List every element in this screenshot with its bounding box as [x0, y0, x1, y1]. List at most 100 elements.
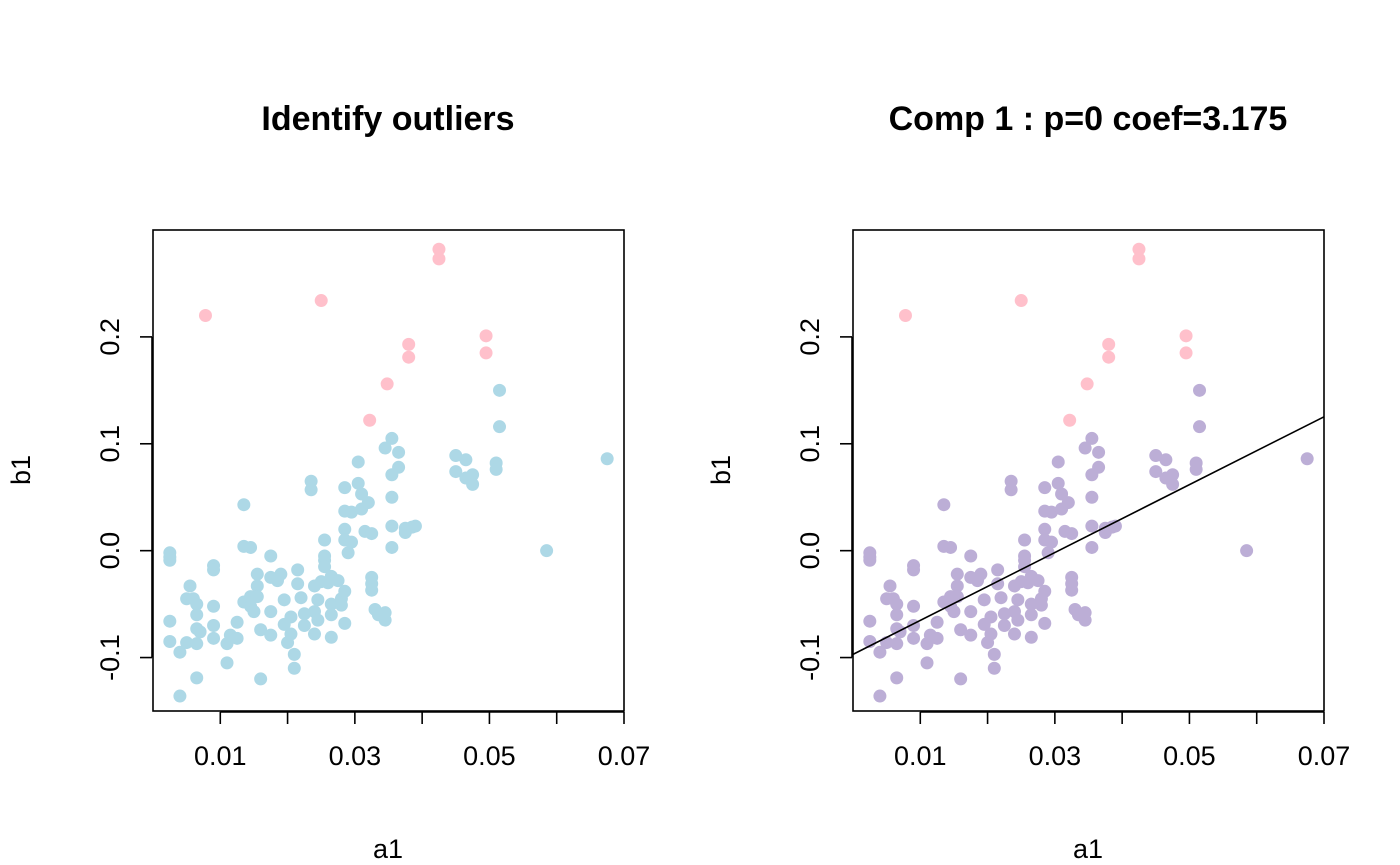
data-point-inliers — [277, 617, 291, 631]
data-point-inliers — [489, 462, 503, 476]
x-tick-label: 0.05 — [463, 741, 516, 771]
data-point-outliers — [1179, 346, 1193, 360]
data-point-inliers — [466, 477, 480, 491]
data-point-inliers — [344, 505, 358, 519]
x-tick-label: 0.03 — [1029, 741, 1082, 771]
data-point-inliers — [883, 579, 897, 593]
data-point-inliers — [1193, 383, 1207, 397]
data-point-inliers — [1011, 593, 1025, 607]
y-axis: -0.1 0.0 0.1 0.2 — [95, 318, 153, 681]
data-point-inliers — [1044, 535, 1058, 549]
data-point-inliers — [977, 617, 991, 631]
data-point-inliers — [318, 560, 332, 574]
data-point-inliers — [1092, 460, 1106, 474]
data-point-inliers — [163, 614, 177, 628]
data-point-inliers — [254, 623, 268, 637]
panel-comp-1: Comp 1 : p=0 coef=3.175 0.01 0.03 0.05 0.07… — [706, 100, 1350, 864]
data-point-inliers — [907, 599, 921, 613]
data-point-inliers — [1300, 452, 1314, 466]
data-point-inliers — [183, 579, 197, 593]
data-point-inliers — [1193, 420, 1207, 434]
data-point-inliers — [1159, 453, 1173, 467]
data-point-inliers — [890, 608, 904, 622]
data-point-inliers — [954, 672, 968, 686]
data-point-outliers — [1179, 329, 1193, 343]
data-point-inliers — [338, 481, 352, 495]
data-point-inliers — [351, 455, 365, 469]
data-point-inliers — [1011, 613, 1025, 627]
data-point-inliers — [1051, 476, 1065, 490]
plot-frame — [852, 229, 1325, 712]
data-point-inliers — [392, 460, 406, 474]
data-point-inliers — [338, 522, 352, 536]
data-point-inliers — [378, 441, 392, 455]
data-point-inliers — [365, 527, 379, 541]
data-point-outliers — [432, 252, 446, 266]
data-point-inliers — [873, 689, 887, 703]
data-point-inliers — [1038, 584, 1052, 598]
data-point-inliers — [1092, 445, 1106, 459]
panel-outliers: Identify outliers 0.01 0.03 0.05 0.07 -0.1 0… — [6, 100, 650, 864]
data-point-inliers — [1051, 455, 1065, 469]
data-point-inliers — [493, 420, 507, 434]
data-point-inliers — [408, 519, 422, 533]
data-point-inliers — [378, 606, 392, 620]
data-point-inliers — [207, 618, 221, 632]
data-point-inliers — [287, 661, 301, 675]
data-point-inliers — [220, 656, 234, 670]
data-point-inliers — [291, 563, 305, 577]
data-point-inliers — [863, 614, 877, 628]
y-tick-label: 0.1 — [95, 425, 125, 463]
data-point-inliers — [1004, 483, 1018, 497]
data-point-inliers — [331, 574, 345, 588]
data-point-inliers — [1031, 574, 1045, 588]
data-point-inliers — [163, 635, 177, 649]
data-point-inliers — [1024, 630, 1038, 644]
y-tick-label: 0.0 — [795, 532, 825, 570]
y-tick-label: 0.2 — [795, 318, 825, 356]
data-point-inliers — [190, 608, 204, 622]
y-tick-label: 0.0 — [95, 532, 125, 570]
data-point-inliers — [244, 540, 258, 554]
y-axis-label: b1 — [6, 455, 36, 485]
data-point-inliers — [207, 631, 221, 645]
data-point-outliers — [1102, 337, 1116, 351]
x-tick-label: 0.07 — [598, 741, 651, 771]
data-point-inliers — [344, 535, 358, 549]
data-point-inliers — [974, 567, 988, 581]
data-point-inliers — [1007, 627, 1021, 641]
x-axis: 0.01 0.03 0.05 0.07 — [894, 711, 1350, 771]
data-point-inliers — [600, 452, 614, 466]
data-point-inliers — [1034, 598, 1048, 612]
data-point-inliers — [324, 608, 338, 622]
data-point-outliers — [402, 350, 416, 364]
data-point-inliers — [997, 618, 1011, 632]
data-point-inliers — [950, 567, 964, 581]
data-point-inliers — [324, 630, 338, 644]
data-point-outliers — [314, 294, 328, 308]
data-point-inliers — [493, 383, 507, 397]
data-point-inliers — [890, 597, 904, 611]
y-tick-label: 0.1 — [795, 425, 825, 463]
y-axis: -0.1 0.0 0.1 0.2 — [795, 318, 853, 681]
data-point-inliers — [207, 563, 221, 577]
data-point-inliers — [950, 579, 964, 593]
panel-title: Identify outliers — [261, 100, 514, 138]
data-point-inliers — [873, 645, 887, 659]
data-point-inliers — [392, 445, 406, 459]
data-point-inliers — [466, 468, 480, 482]
data-point-inliers — [277, 593, 291, 607]
data-point-inliers — [1149, 465, 1163, 479]
data-point-inliers — [1085, 431, 1099, 445]
data-point-inliers — [190, 597, 204, 611]
x-tick-label: 0.01 — [894, 741, 947, 771]
data-point-outliers — [1014, 294, 1028, 308]
data-point-inliers — [944, 540, 958, 554]
data-point-inliers — [193, 625, 207, 639]
data-point-inliers — [987, 647, 1001, 661]
data-point-inliers — [991, 563, 1005, 577]
data-point-inliers — [1166, 477, 1180, 491]
data-point-inliers — [180, 636, 194, 650]
data-point-outliers — [1080, 377, 1094, 391]
data-point-inliers — [190, 637, 204, 651]
